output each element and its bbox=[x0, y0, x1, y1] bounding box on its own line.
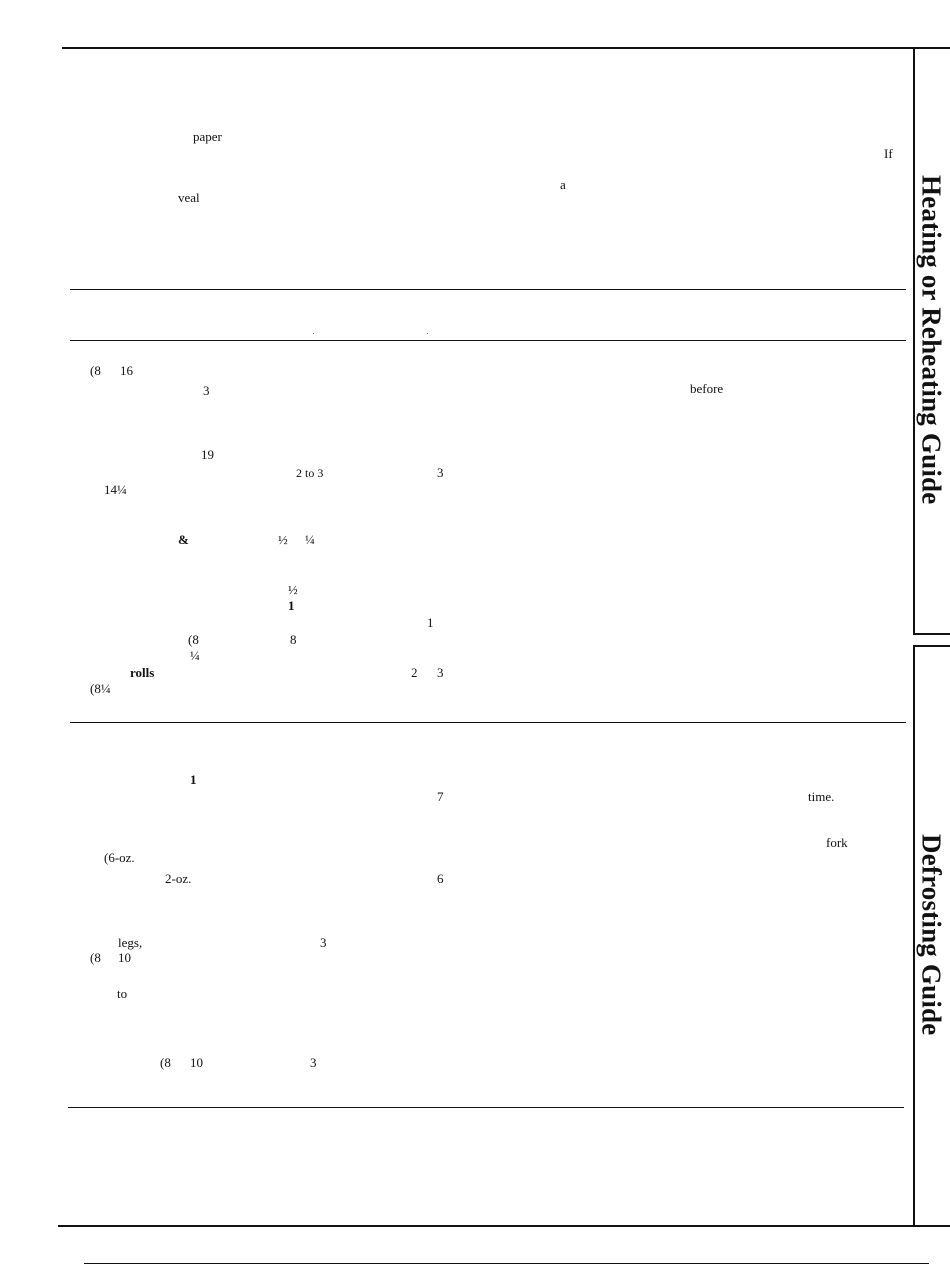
text-fragment: (8 bbox=[160, 1055, 171, 1070]
text-fragment: before bbox=[690, 381, 724, 396]
section-rule bbox=[70, 289, 906, 290]
text-fragment: ½ bbox=[288, 582, 298, 597]
section-rule bbox=[68, 1107, 904, 1108]
text-fragment: 16 bbox=[120, 363, 133, 378]
text-fragment: (8 bbox=[90, 950, 101, 965]
text-fragment: 1 bbox=[427, 615, 434, 630]
text-fragment: 3 bbox=[437, 665, 444, 680]
text-fragment: 1 bbox=[190, 772, 197, 787]
text-fragment: rolls bbox=[130, 665, 155, 680]
text-fragment: fork bbox=[826, 835, 848, 850]
text-fragment: ¼ bbox=[190, 648, 200, 663]
text-fragment: 2 bbox=[411, 665, 418, 680]
footer-rule bbox=[84, 1263, 929, 1264]
faint-mark bbox=[313, 333, 314, 334]
text-fragment: veal bbox=[178, 190, 200, 205]
tab-divider bbox=[913, 645, 919, 647]
text-fragment: 14¼ bbox=[104, 482, 127, 497]
faint-mark bbox=[427, 333, 428, 334]
heating-guide-tab-label-wrap: Heating or Reheating Guide bbox=[913, 150, 949, 530]
section-rule bbox=[70, 340, 906, 341]
text-fragment: 10 bbox=[118, 950, 131, 965]
text-fragment: 19 bbox=[201, 447, 214, 462]
text-fragment: time. bbox=[808, 789, 835, 804]
text-fragment: 6 bbox=[437, 871, 444, 886]
text-fragment: a bbox=[560, 177, 566, 192]
text-fragment: 8 bbox=[290, 632, 297, 647]
text-fragment: 10 bbox=[190, 1055, 203, 1070]
text-fragment: legs, bbox=[118, 935, 143, 950]
text-fragment: 7 bbox=[437, 789, 444, 804]
text-fragment: (8 bbox=[90, 363, 101, 378]
text-fragment: 2 to 3 bbox=[296, 466, 324, 480]
defrosting-guide-tab-label-wrap: Defrosting Guide bbox=[913, 800, 949, 1070]
defrosting-guide-tab bbox=[913, 645, 950, 1227]
heating-guide-tab bbox=[913, 47, 950, 635]
text-fragment: 3 bbox=[203, 383, 210, 398]
section-rule bbox=[70, 722, 906, 723]
text-fragment: ½ bbox=[278, 532, 288, 547]
text-fragment: 3 bbox=[320, 935, 327, 950]
text-fragment: ¼ bbox=[305, 532, 315, 547]
text-fragment: (8¼ bbox=[90, 681, 111, 696]
bottom-rule bbox=[58, 1225, 950, 1227]
text-fragment: paper bbox=[193, 129, 222, 144]
text-fragment: 3 bbox=[310, 1055, 317, 1070]
text-fragment: (6-oz. bbox=[104, 850, 135, 865]
text-fragment: 3 bbox=[437, 465, 444, 480]
heating-guide-tab-label: Heating or Reheating Guide bbox=[916, 175, 947, 505]
text-fragment: & bbox=[178, 532, 189, 547]
text-fragment: 2-oz. bbox=[165, 871, 192, 886]
text-fragment: If bbox=[884, 146, 893, 161]
top-rule bbox=[62, 47, 922, 49]
text-fragment: to bbox=[117, 986, 128, 1001]
text-fragment: (8 bbox=[188, 632, 199, 647]
text-fragment: 1 bbox=[288, 598, 295, 613]
defrosting-guide-tab-label: Defrosting Guide bbox=[916, 834, 947, 1036]
